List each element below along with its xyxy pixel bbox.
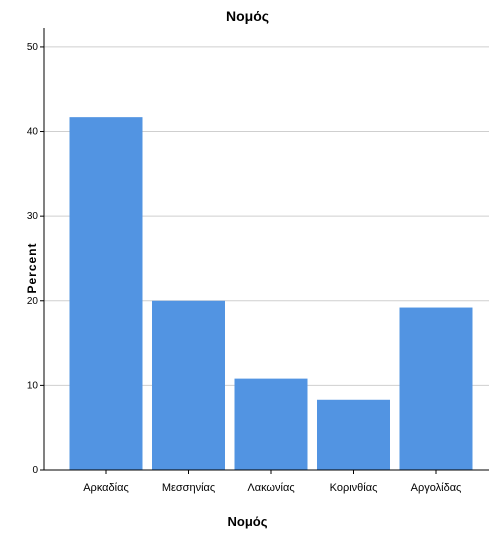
y-tick-label: 30 bbox=[27, 211, 39, 222]
chart-title: Νομός bbox=[225, 8, 270, 24]
bar-0 bbox=[69, 117, 143, 471]
bar-3 bbox=[317, 399, 390, 470]
bar-1 bbox=[152, 300, 225, 470]
y-tick-label: 0 bbox=[32, 465, 38, 476]
y-tick-label: 10 bbox=[27, 380, 39, 391]
bar-4 bbox=[399, 307, 473, 470]
x-tick-label: Μεσσηνίας bbox=[162, 482, 215, 494]
x-tick-label: Αρκαδίας bbox=[83, 482, 129, 494]
y-tick-label: 50 bbox=[27, 42, 39, 53]
x-tick-label: Κορινθίας bbox=[330, 482, 378, 494]
y-axis-label: Percent bbox=[25, 242, 39, 294]
y-tick-label: 20 bbox=[27, 296, 39, 307]
x-axis-label: Νομός bbox=[227, 514, 268, 529]
x-tick-label: Αργολίδας bbox=[411, 482, 462, 494]
y-tick-label: 40 bbox=[27, 127, 39, 138]
x-tick-label: Λακωνίας bbox=[247, 482, 294, 494]
bar-2 bbox=[234, 378, 308, 470]
